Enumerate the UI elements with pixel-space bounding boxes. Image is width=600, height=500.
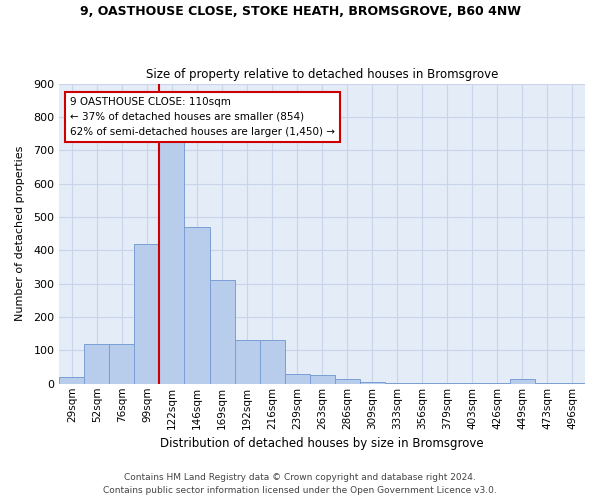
Bar <box>184 227 209 384</box>
Bar <box>335 379 360 384</box>
Bar <box>59 377 85 384</box>
Bar <box>260 340 284 384</box>
Bar <box>360 382 385 384</box>
Bar <box>235 340 260 384</box>
Bar <box>385 383 410 384</box>
Y-axis label: Number of detached properties: Number of detached properties <box>15 146 25 322</box>
Title: Size of property relative to detached houses in Bromsgrove: Size of property relative to detached ho… <box>146 68 499 81</box>
Bar <box>134 244 160 384</box>
Bar <box>284 374 310 384</box>
X-axis label: Distribution of detached houses by size in Bromsgrove: Distribution of detached houses by size … <box>160 437 484 450</box>
Bar <box>560 383 585 384</box>
Text: Contains HM Land Registry data © Crown copyright and database right 2024.
Contai: Contains HM Land Registry data © Crown c… <box>103 474 497 495</box>
Text: 9, OASTHOUSE CLOSE, STOKE HEATH, BROMSGROVE, B60 4NW: 9, OASTHOUSE CLOSE, STOKE HEATH, BROMSGR… <box>79 5 521 18</box>
Bar <box>535 383 560 384</box>
Bar <box>160 134 184 384</box>
Bar <box>410 383 435 384</box>
Bar <box>310 376 335 384</box>
Bar <box>510 379 535 384</box>
Bar <box>460 383 485 384</box>
Bar <box>485 383 510 384</box>
Bar <box>209 280 235 384</box>
Bar <box>85 344 109 384</box>
Bar <box>435 383 460 384</box>
Text: 9 OASTHOUSE CLOSE: 110sqm
← 37% of detached houses are smaller (854)
62% of semi: 9 OASTHOUSE CLOSE: 110sqm ← 37% of detac… <box>70 97 335 136</box>
Bar <box>109 344 134 384</box>
